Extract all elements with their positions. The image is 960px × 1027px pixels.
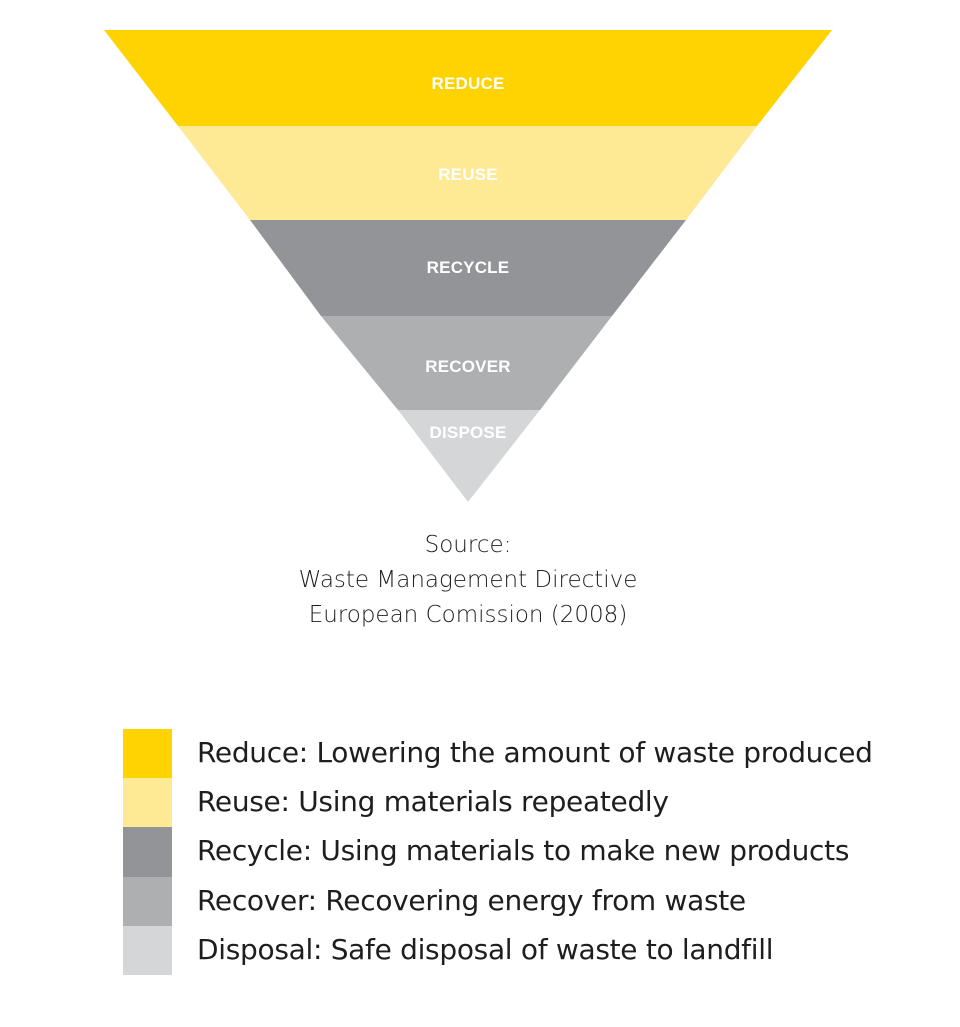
legend-text-reuse: Reuse: Using materials repeatedly (197, 785, 669, 819)
tier-dispose (398, 410, 540, 502)
legend-swatch-reuse (123, 778, 172, 828)
tier-recover (321, 316, 612, 410)
tier-label-reuse: REUSE (438, 165, 498, 184)
legend-swatch-disposal (123, 925, 172, 975)
legend-text-recover: Recover: Recovering energy from waste (197, 883, 746, 917)
tier-reuse (178, 126, 757, 220)
legend-swatch-recycle (123, 827, 172, 877)
legend-swatch-reduce (123, 729, 172, 779)
legend-swatch-recover (123, 876, 172, 926)
tier-label-reduce: REDUCE (432, 74, 505, 93)
legend: Reduce: Lowering the amount of waste pro… (123, 729, 873, 975)
tier-recycle (250, 220, 686, 316)
legend-item-reuse: Reuse: Using materials repeatedly (123, 778, 873, 828)
source-citation: Source: Waste Management Directive Europ… (0, 528, 936, 633)
tier-label-recycle: RECYCLE (427, 258, 510, 277)
legend-item-disposal: Disposal: Safe disposal of waste to land… (123, 925, 873, 975)
legend-text-reduce: Reduce: Lowering the amount of waste pro… (197, 736, 873, 770)
legend-text-recycle: Recycle: Using materials to make new pro… (197, 834, 850, 868)
source-heading: Source: (424, 532, 512, 558)
waste-hierarchy-pyramid: REDUCE REUSE RECYCLE RECOVER DISPOSE (104, 30, 832, 502)
tier-label-recover: RECOVER (425, 357, 510, 376)
tier-label-dispose: DISPOSE (430, 423, 507, 442)
source-directive: Waste Management Directive (298, 567, 638, 593)
tier-reduce (104, 30, 832, 126)
source-publisher: European Comission (2008) (308, 602, 628, 628)
legend-item-reduce: Reduce: Lowering the amount of waste pro… (123, 729, 873, 779)
legend-text-disposal: Disposal: Safe disposal of waste to land… (197, 932, 774, 966)
legend-item-recycle: Recycle: Using materials to make new pro… (123, 827, 873, 877)
legend-item-recover: Recover: Recovering energy from waste (123, 876, 873, 926)
